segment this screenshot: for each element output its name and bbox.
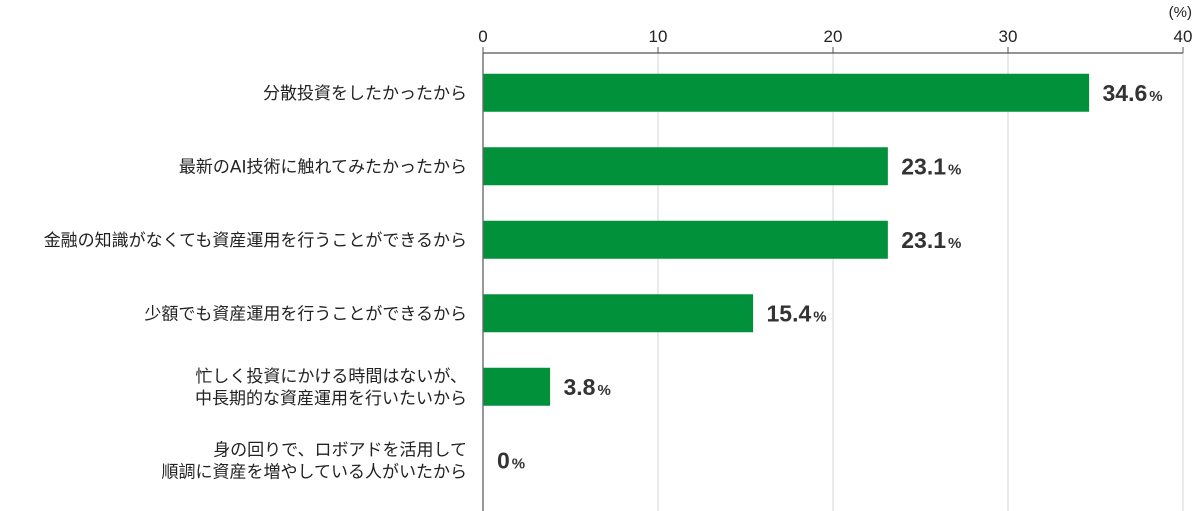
category-label: 順調に資産を増やしている人がいたから [162, 462, 468, 482]
value-unit: % [597, 382, 610, 399]
tick-label: 10 [649, 27, 668, 46]
category-label: 身の回りで、ロボアドを活用して [213, 440, 467, 460]
category-label: 中長期的な資産運用を行いたいから [195, 389, 467, 409]
value-label: 34.6% [1103, 80, 1163, 106]
value-labels: 34.6 % 23.1 % 23.1 % 15.4 % 3.8 % 0% [497, 80, 1163, 474]
bar [483, 294, 754, 333]
value-label: 0% [497, 447, 525, 473]
value-unit: % [948, 161, 961, 178]
category-label: 少額でも資産運用を行うことができるから [144, 304, 467, 324]
category-label: 分散投資をしたかったから [263, 84, 467, 104]
tick-label: 0 [478, 27, 487, 46]
value-label: 3.8% [564, 374, 611, 400]
bar [483, 147, 888, 186]
value-unit: % [512, 455, 525, 472]
bar [483, 73, 1090, 112]
bar [483, 220, 888, 259]
category-label: 金融の知識がなくても資産運用を行うことができるから [44, 231, 467, 251]
value-unit: % [813, 308, 826, 325]
category-label: 最新のAI技術に触れてみたかったから [179, 157, 467, 177]
value-label: 23.1% [901, 153, 961, 179]
category-labels: 分散投資をしたかったから最新のAI技術に触れてみたかったから金融の知識がなくても… [44, 84, 467, 483]
value-unit: % [1149, 88, 1162, 105]
tick-label: 30 [999, 27, 1018, 46]
tick-label: 20 [824, 27, 843, 46]
axis-unit-label: (%) [1169, 4, 1192, 21]
category-label: 忙しく投資にかける時間はないが、 [195, 367, 467, 387]
value-unit: % [948, 235, 961, 252]
value-label: 15.4% [767, 300, 827, 326]
bars [483, 73, 1090, 406]
x-axis: 0 10 20 30 40 [478, 27, 1192, 511]
tick-label: 40 [1174, 27, 1193, 46]
gridlines [482, 53, 1184, 511]
value-label: 23.1% [901, 227, 961, 253]
bar [483, 367, 551, 406]
